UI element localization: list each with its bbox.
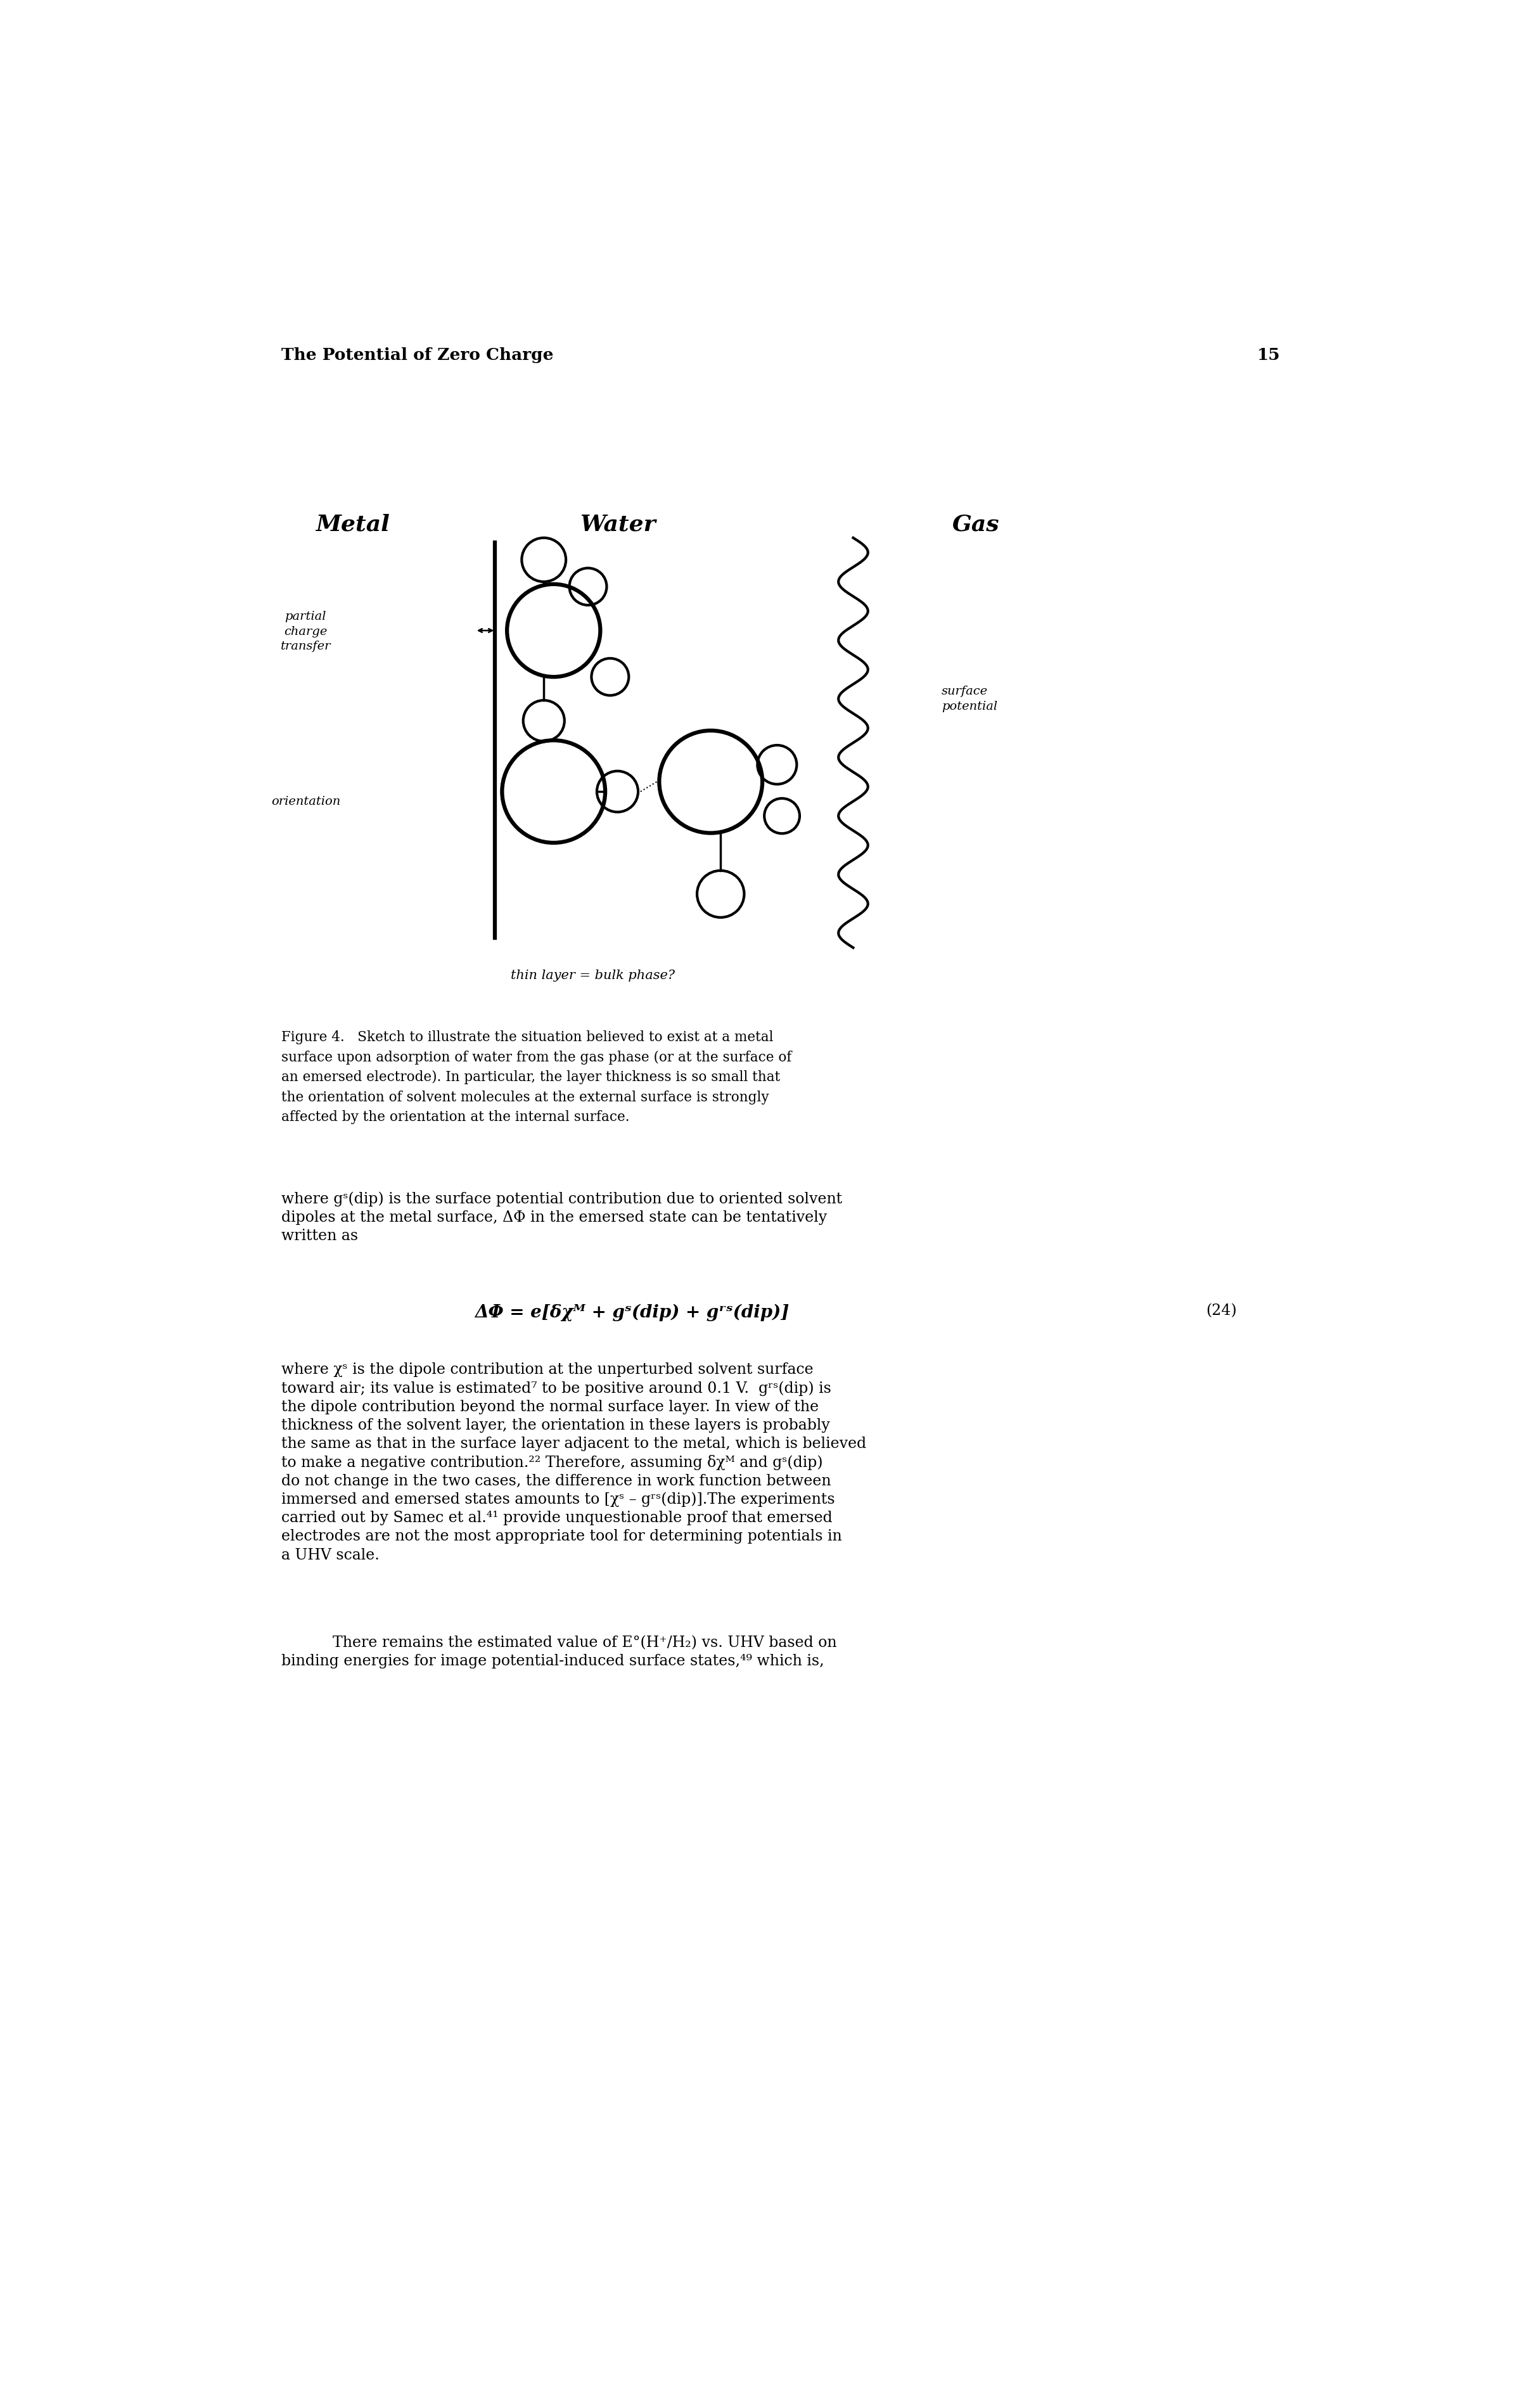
Text: where χˢ is the dipole contribution at the unperturbed solvent surface: where χˢ is the dipole contribution at t… xyxy=(282,1363,813,1377)
Text: ΔΦ = e[δχᴹ + gˢ(dip) + gʳˢ(dip)]: ΔΦ = e[δχᴹ + gˢ(dip) + gʳˢ(dip)] xyxy=(475,1303,790,1322)
Text: orientation: orientation xyxy=(271,795,341,807)
Text: partial
charge
transfer: partial charge transfer xyxy=(280,612,330,653)
Text: do not change in the two cases, the difference in work function between: do not change in the two cases, the diff… xyxy=(282,1474,831,1488)
Text: to make a negative contribution.²² Therefore, assuming δχᴹ and gˢ(dip): to make a negative contribution.²² There… xyxy=(282,1454,822,1471)
Text: dipoles at the metal surface, ΔΦ in the emersed state can be tentatively: dipoles at the metal surface, ΔΦ in the … xyxy=(282,1211,826,1226)
Text: The Potential of Zero Charge: The Potential of Zero Charge xyxy=(282,347,552,364)
Text: Gas: Gas xyxy=(953,513,1000,535)
Text: Water: Water xyxy=(580,513,656,535)
Text: a UHV scale.: a UHV scale. xyxy=(282,1548,379,1563)
Text: the dipole contribution beyond the normal surface layer. In view of the: the dipole contribution beyond the norma… xyxy=(282,1399,819,1413)
Text: 15: 15 xyxy=(1257,347,1280,364)
Text: Metal: Metal xyxy=(315,513,390,535)
Text: written as: written as xyxy=(282,1228,358,1243)
Text: surface
potential: surface potential xyxy=(942,686,997,713)
Text: where gˢ(dip) is the surface potential contribution due to oriented solvent: where gˢ(dip) is the surface potential c… xyxy=(282,1192,842,1206)
Text: Figure 4.   Sketch to illustrate the situation believed to exist at a metal
surf: Figure 4. Sketch to illustrate the situa… xyxy=(282,1031,791,1125)
Text: the same as that in the surface layer adjacent to the metal, which is believed: the same as that in the surface layer ad… xyxy=(282,1438,866,1452)
Text: immersed and emersed states amounts to [χˢ – gʳˢ(dip)].The experiments: immersed and emersed states amounts to [… xyxy=(282,1493,834,1507)
Text: electrodes are not the most appropriate tool for determining potentials in: electrodes are not the most appropriate … xyxy=(282,1529,842,1544)
Text: toward air; its value is estimated⁷ to be positive around 0.1 V.  gʳˢ(dip) is: toward air; its value is estimated⁷ to b… xyxy=(282,1380,831,1397)
Text: (24): (24) xyxy=(1205,1303,1237,1320)
Text: binding energies for image potential-induced surface states,⁴⁹ which is,: binding energies for image potential-ind… xyxy=(282,1654,823,1669)
Text: thin layer = bulk phase?: thin layer = bulk phase? xyxy=(511,970,676,982)
Text: carried out by Samec et al.⁴¹ provide unquestionable proof that emersed: carried out by Samec et al.⁴¹ provide un… xyxy=(282,1510,833,1524)
Text: thickness of the solvent layer, the orientation in these layers is probably: thickness of the solvent layer, the orie… xyxy=(282,1418,829,1433)
Text: There remains the estimated value of E°(H⁺/H₂) vs. UHV based on: There remains the estimated value of E°(… xyxy=(333,1635,837,1649)
